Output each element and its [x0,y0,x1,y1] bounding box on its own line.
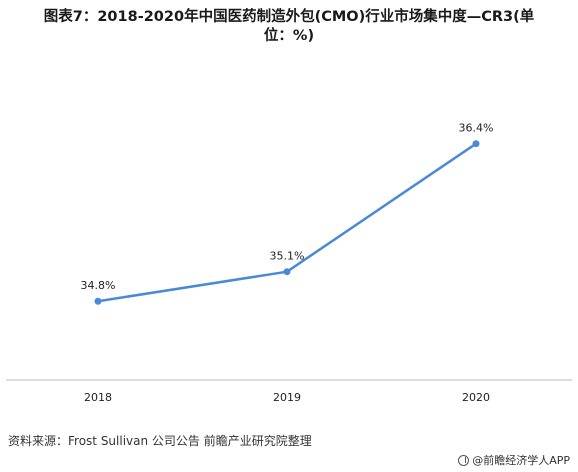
data-label-2020: 36.4% [459,122,494,135]
data-point-2020 [472,140,480,148]
x-tick-label-2020: 2020 [462,391,490,404]
series-line [97,142,477,303]
x-tick-label-2018: 2018 [84,391,112,404]
brand-footer: @前瞻经济学人APP [458,452,570,468]
chart-title-line-1: 图表7：2018-2020年中国医药制造外包(CMO)行业市场集中度—CR3(单 [43,9,535,25]
brand-text: @前瞻经济学人APP [472,454,570,467]
data-label-2018: 34.8% [81,279,116,292]
data-label-2019: 35.1% [270,250,305,263]
data-point-2019 [283,268,291,276]
chart-title-line-2: 位：%) [263,28,315,44]
x-tick-label-2019: 2019 [273,391,301,404]
brand-logo-icon [458,454,470,466]
chart-title: 图表7：2018-2020年中国医药制造外包(CMO)行业市场集中度—CR3(单… [0,8,578,46]
data-point-2018 [94,297,102,305]
source-note: 资料来源：Frost Sullivan 公司公告 前瞻产业研究院整理 [8,434,312,448]
